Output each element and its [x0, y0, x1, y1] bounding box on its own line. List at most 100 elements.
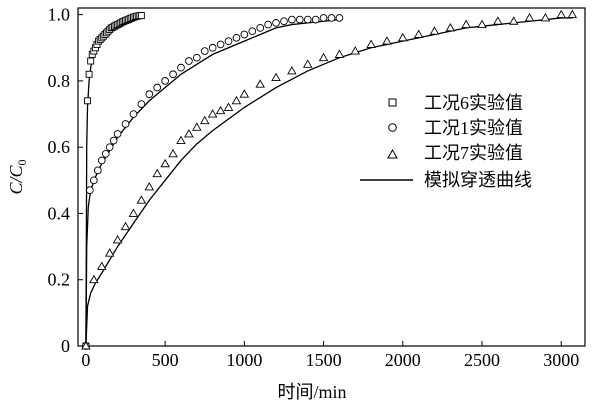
case7-point — [160, 158, 170, 168]
legend-marker-triangle — [387, 148, 398, 159]
axis-ticks: 0 500 1000 1500 2000 2500 3000 0 0.2 0.4 0.6 0.8 1.0 — [48, 5, 580, 370]
case1-point — [101, 149, 110, 158]
x-axis-title: 时间/min — [277, 382, 346, 402]
case7-point — [104, 248, 115, 257]
case1-point — [216, 40, 225, 49]
case7-point — [176, 135, 186, 144]
case1-point — [335, 14, 344, 22]
y-tick-label: 0.4 — [48, 203, 71, 223]
y-axis-title-main: C/C — [6, 165, 26, 195]
case1-point — [200, 47, 209, 55]
case7-point — [382, 36, 392, 45]
case1-point — [232, 33, 241, 42]
case1-point — [105, 143, 114, 152]
x-tick-label: 0 — [81, 350, 90, 370]
case7-point — [556, 9, 567, 19]
x-tick-label: 3000 — [543, 350, 579, 370]
case1-point — [93, 166, 102, 175]
legend: 工况6实验值 工况1实验值 工况7实验值 模拟穿透曲线 — [360, 93, 532, 190]
case7-point — [461, 19, 471, 29]
case7-point — [271, 72, 281, 82]
case1-point — [97, 156, 106, 165]
case1-point — [113, 130, 122, 138]
case7-point — [231, 95, 242, 105]
x-tick-label: 500 — [152, 350, 179, 370]
case6-point — [85, 70, 93, 78]
case1-point — [161, 77, 169, 85]
case7-point — [287, 66, 297, 75]
legend-label-case7: 工况7实验值 — [424, 143, 523, 163]
y-axis-title: C/C0 — [6, 159, 29, 194]
case1-point — [129, 110, 138, 118]
case7-point — [429, 26, 440, 35]
y-tick-label: 0 — [61, 336, 70, 356]
case1-point — [240, 30, 249, 39]
case7-point — [477, 19, 487, 29]
case7-point — [318, 52, 329, 62]
case1-point — [169, 70, 177, 79]
case7-point — [89, 274, 99, 284]
case1-point — [248, 27, 257, 36]
case1-point — [280, 17, 288, 26]
case7-point — [81, 341, 91, 350]
x-tick-label: 2500 — [464, 350, 500, 370]
case1-point — [121, 120, 130, 128]
case7-point — [255, 79, 265, 88]
plot-frame — [77, 7, 586, 347]
x-tick-label: 1000 — [226, 350, 262, 370]
case1-point — [256, 24, 265, 32]
case1-point — [208, 43, 217, 52]
case1-point — [288, 15, 296, 24]
case7-point — [567, 9, 578, 19]
legend-label-case6: 工况6实验值 — [424, 93, 523, 113]
case7-point — [508, 16, 519, 25]
case7-point — [350, 46, 361, 55]
case1-point — [303, 15, 312, 24]
case7-point — [239, 89, 250, 98]
simulated-curve-2 — [85, 18, 340, 347]
case7-point — [120, 221, 131, 231]
data-markers — [81, 9, 578, 350]
case7-point — [302, 59, 313, 68]
case6-point — [137, 12, 145, 20]
legend-marker-square — [388, 98, 397, 107]
case1-point — [192, 53, 201, 62]
case1-point — [319, 14, 328, 22]
case1-point — [145, 90, 154, 99]
case1-point — [177, 63, 185, 72]
case7-point — [215, 105, 226, 115]
case7-point — [152, 168, 162, 178]
y-tick-label: 0.6 — [48, 137, 71, 157]
case1-point — [86, 186, 94, 195]
case6-point — [84, 97, 91, 105]
y-tick-label: 1.0 — [48, 5, 71, 25]
y-axis-title-sub: 0 — [15, 159, 29, 165]
simulated-curve-3 — [85, 17, 573, 347]
case1-point — [272, 19, 280, 27]
legend-marker-circle — [388, 123, 397, 132]
case7-point — [445, 22, 456, 32]
case1-point — [327, 14, 336, 22]
case7-point — [493, 16, 503, 25]
case7-point — [540, 13, 551, 22]
case7-point — [334, 49, 345, 58]
case6-point — [87, 57, 95, 65]
case7-point — [96, 261, 107, 270]
case7-point — [168, 148, 178, 158]
case7-point — [184, 129, 194, 138]
case7-point — [207, 109, 218, 118]
legend-label-sim: 模拟穿透曲线 — [424, 170, 532, 190]
x-tick-label: 1500 — [306, 350, 342, 370]
case7-point — [199, 115, 210, 125]
case7-point — [192, 122, 202, 131]
x-tick-label: 2000 — [385, 350, 421, 370]
case7-point — [136, 195, 147, 204]
legend-label-case1: 工况1实验值 — [424, 118, 523, 138]
case7-point — [524, 13, 535, 22]
case1-point — [153, 83, 162, 92]
case1-point — [295, 15, 304, 24]
y-tick-label: 0.2 — [48, 270, 71, 290]
case7-point — [128, 208, 139, 217]
case7-point — [223, 102, 234, 111]
